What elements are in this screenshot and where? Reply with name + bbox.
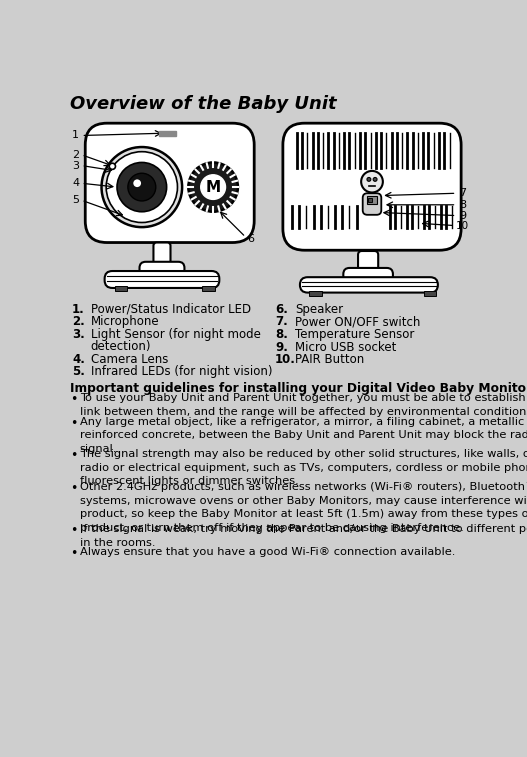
Text: 6: 6 [247,234,254,244]
Text: 4.: 4. [72,353,85,366]
Bar [159,131,176,136]
Text: 3: 3 [72,160,79,170]
Text: •: • [71,394,78,407]
Text: Overview of the Baby Unit: Overview of the Baby Unit [70,95,336,113]
FancyBboxPatch shape [283,123,461,251]
Text: 6.: 6. [275,303,288,316]
Text: 2.: 2. [72,316,85,329]
Circle shape [373,177,377,182]
Text: 8.: 8. [275,328,288,341]
Text: 9.: 9. [275,341,288,354]
Text: Any large metal object, like a refrigerator, a mirror, a filing cabinet, a metal: Any large metal object, like a refrigera… [80,416,527,453]
FancyBboxPatch shape [300,277,438,292]
Text: 3.: 3. [72,328,85,341]
Text: 10: 10 [456,221,469,232]
Bar [368,198,372,202]
Text: If the signal is weak, try moving the Parent and/or the Baby Unit to different p: If the signal is weak, try moving the Pa… [80,525,527,548]
FancyBboxPatch shape [358,251,378,273]
Text: Always ensure that you have a good Wi-Fi® connection available.: Always ensure that you have a good Wi-Fi… [80,547,455,557]
Circle shape [133,179,141,187]
Text: 2: 2 [72,150,79,160]
Bar [115,286,127,291]
Bar [424,291,436,296]
Text: 9: 9 [459,210,466,220]
FancyBboxPatch shape [140,262,184,276]
FancyBboxPatch shape [105,271,219,288]
Text: Temperature Sensor: Temperature Sensor [295,328,415,341]
Text: 7: 7 [459,188,466,198]
Text: •: • [71,547,78,560]
Circle shape [117,163,167,212]
Text: To use your Baby Unit and Parent Unit together, you must be able to establish a : To use your Baby Unit and Parent Unit to… [80,394,527,417]
Text: 1: 1 [72,130,79,141]
Text: 7.: 7. [275,316,288,329]
Text: The signal strength may also be reduced by other solid structures, like walls, o: The signal strength may also be reduced … [80,449,527,487]
Text: Important guidelines for installing your Digital Video Baby Monitor: Important guidelines for installing your… [70,382,527,395]
Circle shape [367,177,371,182]
Circle shape [102,147,182,227]
Text: Light Sensor (for night mode: Light Sensor (for night mode [91,328,260,341]
Text: Other 2.4GHz products, such as wireless networks (Wi-Fi® routers), Bluetooth™
sy: Other 2.4GHz products, such as wireless … [80,482,527,533]
Circle shape [106,151,178,223]
Circle shape [188,163,238,212]
Text: •: • [71,525,78,537]
Text: 8: 8 [459,200,466,210]
Text: Power/Status Indicator LED: Power/Status Indicator LED [91,303,251,316]
Bar [309,291,321,296]
Bar [367,196,377,204]
Circle shape [201,175,226,199]
Text: Microphone: Microphone [91,316,159,329]
FancyBboxPatch shape [153,242,171,266]
FancyBboxPatch shape [363,193,382,215]
Text: •: • [71,482,78,495]
Text: M: M [206,179,221,195]
Text: 10.: 10. [275,354,296,366]
Text: Camera Lens: Camera Lens [91,353,168,366]
Text: 1.: 1. [72,303,85,316]
Text: 5: 5 [72,195,79,205]
Text: Power ON/OFF switch: Power ON/OFF switch [295,316,421,329]
Text: 4: 4 [72,178,79,188]
Text: 5.: 5. [72,366,85,378]
Circle shape [128,173,156,201]
Bar [202,286,214,291]
Text: •: • [71,416,78,429]
Text: detection): detection) [91,340,151,353]
Text: •: • [71,449,78,463]
FancyBboxPatch shape [85,123,254,242]
Text: Infrared LEDs (for night vision): Infrared LEDs (for night vision) [91,366,272,378]
Text: Speaker: Speaker [295,303,344,316]
Text: Micro USB socket: Micro USB socket [295,341,397,354]
Circle shape [361,171,383,192]
Text: PAIR Button: PAIR Button [295,354,365,366]
FancyBboxPatch shape [343,268,393,282]
Circle shape [109,164,115,170]
